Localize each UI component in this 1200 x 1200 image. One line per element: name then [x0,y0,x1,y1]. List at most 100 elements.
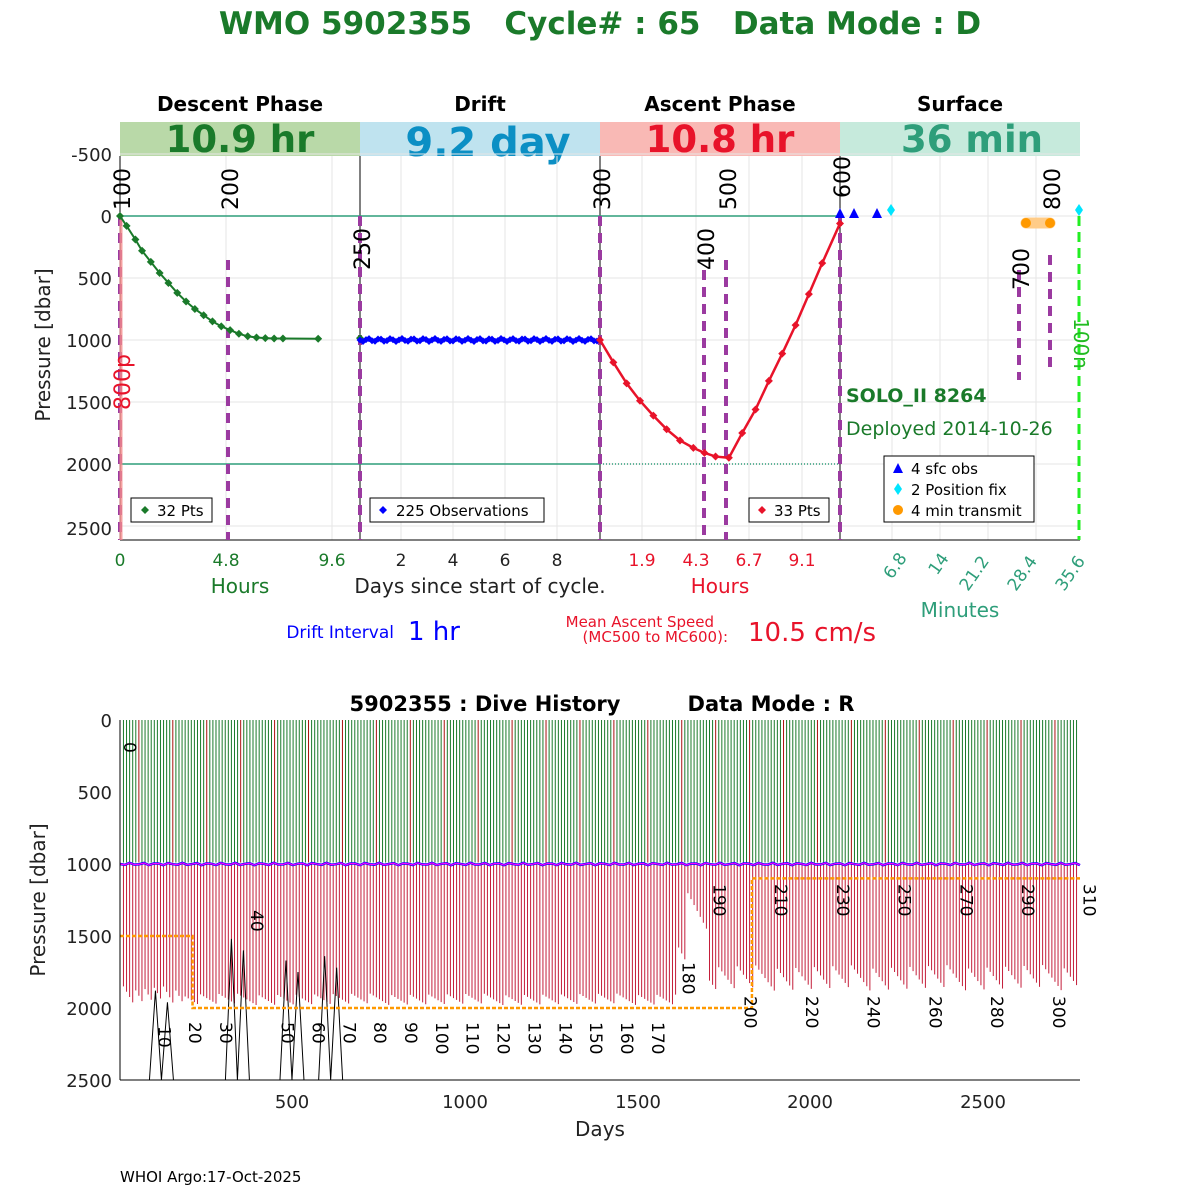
sfc-obs-marker [835,208,845,218]
descent-point [217,322,226,331]
dive-history-overlay [119,861,1081,1081]
descent-point [208,317,217,326]
y-tick-label: 1000 [66,855,112,876]
drift-x-ticks: 2 4 6 8 [396,551,563,571]
ascent-legend: 33 Pts [748,497,830,523]
cycle-label: 30 [215,1022,235,1044]
transmit-marker [1045,218,1055,228]
ascent-point [700,448,709,457]
mc-label-800: 800 [1041,168,1066,210]
descent-point [252,333,261,342]
cycle-label: 240 [863,996,883,1028]
ascent-point [836,219,844,228]
ascent-legend-marker [758,506,766,514]
surface-legend-text-3: 4 min transmit [911,502,1022,520]
drift-duration: 9.2 day [405,120,570,166]
cycle-label: 170 [647,1022,667,1054]
cycle-label: 120 [493,1022,513,1054]
bottom-x-axis-label: Days [575,1117,625,1141]
drift-legend: 225 Observations [369,497,545,523]
cycle-label: 70 [338,1022,358,1044]
sfc-obs-marker [872,208,882,218]
ascent-x-ticks: 1.9 4.3 6.7 9.1 [628,551,815,571]
descent-point [199,311,208,320]
mc-label-500: 500 [717,168,742,210]
x-tick-label: 21.2 [956,552,994,594]
x-tick-label: 1500 [615,1092,661,1113]
descent-point [190,305,199,313]
ascent-speed-value: 10.5 cm/s [748,618,876,648]
cycle-label: 210 [770,884,790,916]
x-tick-label: 6.8 [880,549,912,583]
drift-legend-marker [379,506,387,514]
x-tick-label: 6.7 [735,551,762,571]
drift-interval-value: 1 hr [408,617,460,647]
x-tick-label: 2 [396,551,407,571]
descent-point [314,334,323,343]
drift-phase-label: Drift [454,92,506,116]
cycle-label: 300 [1048,996,1068,1028]
cycle-label: 150 [585,1022,605,1054]
cycle-label: 40 [246,910,266,932]
mc-label-100n: 100n [1069,318,1093,369]
surface-duration: 36 min [901,118,1043,161]
mc-label-250: 250 [351,228,376,270]
surface-x-label: Minutes [921,598,1000,622]
ascent-duration: 10.8 hr [646,118,796,161]
dive-history-bars [122,720,1078,1005]
drift-interval-label: Drift Interval [286,623,394,643]
ascent-point [738,429,747,437]
cycle-label: 110 [462,1022,482,1054]
ascent-point [751,405,760,414]
mission-code-labels: 100 200 250 300 400 500 600 700 800 800p… [111,156,1093,410]
descent-line [119,215,319,340]
cycle-label: 220 [801,996,821,1028]
descent-point [173,288,182,297]
mc-label-200: 200 [219,168,244,210]
ascent-point [791,321,800,330]
ascent-point [818,259,827,268]
cycle-labels: 0 10 20 30 40 50 60 70 80 90 100 110 120 130 140 150 160… [119,742,1099,1054]
ascent-point [689,443,698,452]
y-tick-label: 2000 [66,999,112,1020]
y-tick-label: 2000 [66,455,112,476]
descent-point [234,329,243,338]
drift-x-label: Days since start of cycle. [354,574,605,598]
descent-profile [116,212,364,343]
surface-x-ticks: 6.8 14 21.2 28.4 35.6 [880,549,1090,595]
x-tick-label: 28.4 [1004,552,1042,594]
y-tick-label: 500 [78,269,112,290]
x-tick-label: 0 [115,551,126,571]
transmit-legend-marker [893,505,903,515]
x-tick-label: 9.1 [788,551,815,571]
figure-title: WMO 5902355 Cycle# : 65 Data Mode : D [219,6,981,42]
profile-depth-line [120,877,1080,1010]
sfc-obs-legend-marker [893,463,903,473]
cycle-label: 80 [369,1022,389,1044]
x-tick-label: 4.3 [682,551,709,571]
cycle-label: 230 [832,884,852,916]
x-tick-label: 4.8 [212,551,239,571]
y-tick-label: 500 [78,783,112,804]
dive-history-title: 5902355 : Dive History [350,692,621,716]
cycle-label: 270 [955,884,975,916]
descent-phase-label: Descent Phase [157,92,323,116]
y-tick-label: -500 [71,145,112,166]
x-tick-label: 14 [925,550,954,579]
ascent-line [598,222,842,460]
position-fix-marker [887,204,895,216]
transmit-marker [1021,218,1031,228]
bottom-y-ticks: 0 500 1000 1500 2000 2500 [66,711,112,1092]
y-tick-label: 1500 [66,927,112,948]
descent-point [138,246,147,255]
descent-legend: 32 Pts [130,497,213,523]
drift-pressure-overlay [119,862,1081,866]
ascent-point [711,452,720,461]
cycle-label: 130 [523,1022,543,1054]
cycle-label: 290 [1017,884,1037,916]
mc-label-300: 300 [591,168,616,210]
mission-code-lines [226,216,1052,540]
ascent-point [649,411,658,420]
x-tick-label: 4 [448,551,459,571]
top-y-ticks: -500 0 500 1000 1500 2000 2500 [66,145,112,540]
